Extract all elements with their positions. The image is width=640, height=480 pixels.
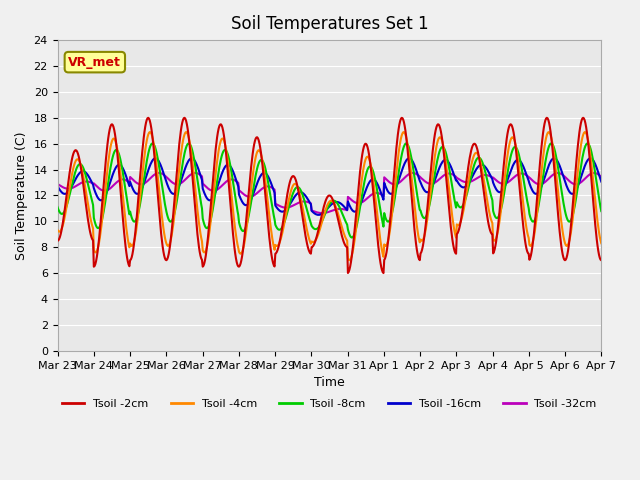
Text: VR_met: VR_met	[68, 56, 121, 69]
Y-axis label: Soil Temperature (C): Soil Temperature (C)	[15, 131, 28, 260]
Title: Soil Temperatures Set 1: Soil Temperatures Set 1	[230, 15, 428, 33]
Legend: Tsoil -2cm, Tsoil -4cm, Tsoil -8cm, Tsoil -16cm, Tsoil -32cm: Tsoil -2cm, Tsoil -4cm, Tsoil -8cm, Tsoi…	[58, 395, 601, 414]
X-axis label: Time: Time	[314, 376, 345, 389]
